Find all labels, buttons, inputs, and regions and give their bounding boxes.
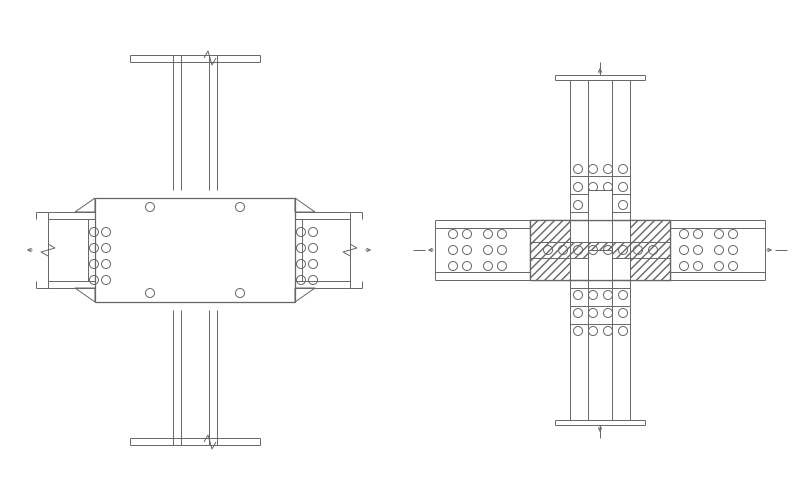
Bar [530, 220, 670, 280]
Bar [630, 220, 670, 280]
Bar [588, 190, 612, 220]
Bar [530, 242, 670, 258]
Bar [530, 220, 570, 280]
Bar [588, 250, 612, 280]
Bar [295, 219, 302, 281]
Bar [88, 219, 95, 281]
Bar [530, 220, 670, 280]
Bar [95, 198, 295, 302]
